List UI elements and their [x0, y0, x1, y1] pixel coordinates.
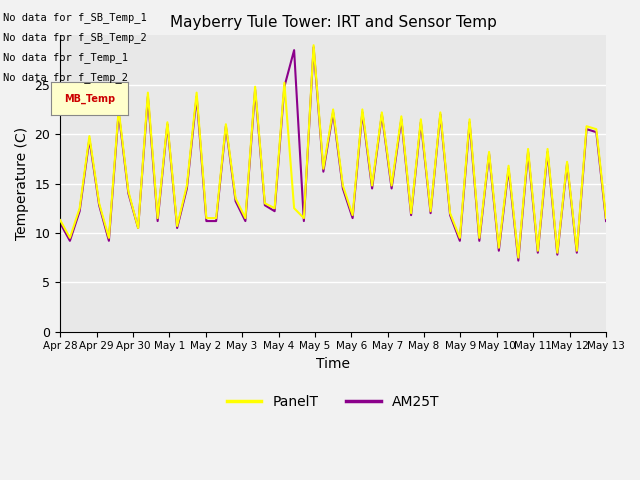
- Text: MB_Temp: MB_Temp: [64, 93, 115, 104]
- Title: Mayberry Tule Tower: IRT and Sensor Temp: Mayberry Tule Tower: IRT and Sensor Temp: [170, 15, 497, 30]
- X-axis label: Time: Time: [316, 357, 350, 371]
- Text: No data for f_SB_Temp_1: No data for f_SB_Temp_1: [3, 12, 147, 23]
- Text: No data for f_Temp_1: No data for f_Temp_1: [3, 52, 128, 63]
- Text: No data for f_Temp_2: No data for f_Temp_2: [3, 72, 128, 84]
- Text: No data for f_SB_Temp_2: No data for f_SB_Temp_2: [3, 32, 147, 43]
- Legend: PanelT, AM25T: PanelT, AM25T: [221, 389, 445, 414]
- Y-axis label: Temperature (C): Temperature (C): [15, 127, 29, 240]
